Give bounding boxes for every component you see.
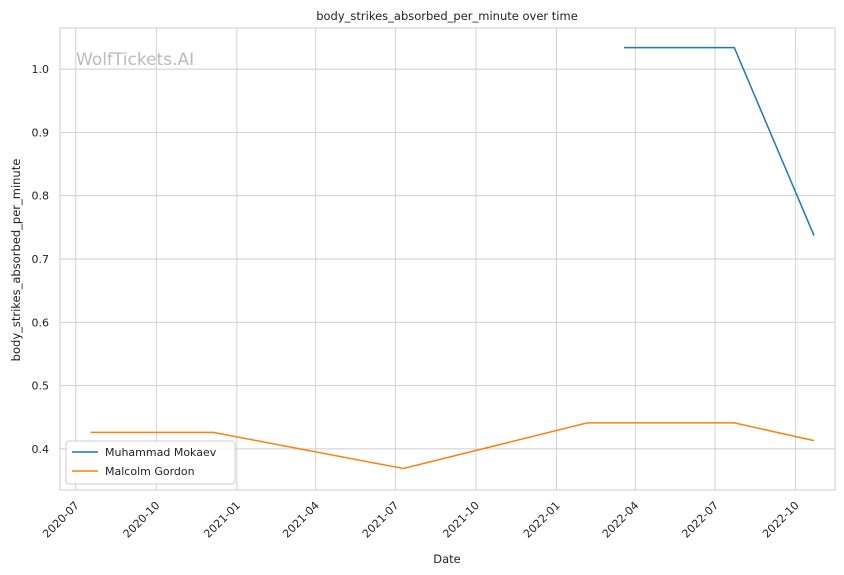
y-tick-label: 0.5 — [32, 380, 50, 393]
legend-label: Malcolm Gordon — [105, 465, 195, 478]
x-tick-label: 2021-01 — [201, 499, 243, 541]
legend-box — [65, 440, 236, 485]
x-tick-label: 2022-01 — [521, 499, 563, 541]
y-tick-label: 0.6 — [32, 316, 50, 329]
x-tick-label: 2022-04 — [600, 499, 642, 541]
series-line-1 — [90, 422, 815, 470]
y-tick-label: 0.4 — [32, 443, 50, 456]
plot-frame — [59, 27, 836, 491]
watermark: WolfTickets.AI — [76, 50, 194, 70]
y-tick-label: 1.0 — [32, 63, 50, 76]
x-tick-label: 2021-04 — [280, 499, 322, 541]
x-tick-label: 2020-10 — [121, 499, 163, 541]
y-tick-label: 0.8 — [32, 190, 50, 203]
x-tick-label: 2021-07 — [360, 499, 402, 541]
y-tick-label: 0.7 — [32, 253, 50, 266]
y-axis-label: body_strikes_absorbed_per_minute — [9, 159, 23, 362]
x-tick-label: 2022-10 — [760, 499, 802, 541]
chart-title: body_strikes_absorbed_per_minute over ti… — [316, 9, 578, 23]
x-tick-label: 2021-10 — [440, 499, 482, 541]
series-line-0 — [624, 46, 815, 236]
x-tick-label: 2022-07 — [679, 499, 721, 541]
y-tick-label: 0.9 — [32, 126, 50, 139]
x-axis-label: Date — [433, 552, 461, 566]
x-tick-label: 2020-07 — [40, 499, 82, 541]
legend: Muhammad Mokaev Malcolm Gordon — [65, 440, 236, 485]
legend-label: Muhammad Mokaev — [105, 446, 217, 459]
